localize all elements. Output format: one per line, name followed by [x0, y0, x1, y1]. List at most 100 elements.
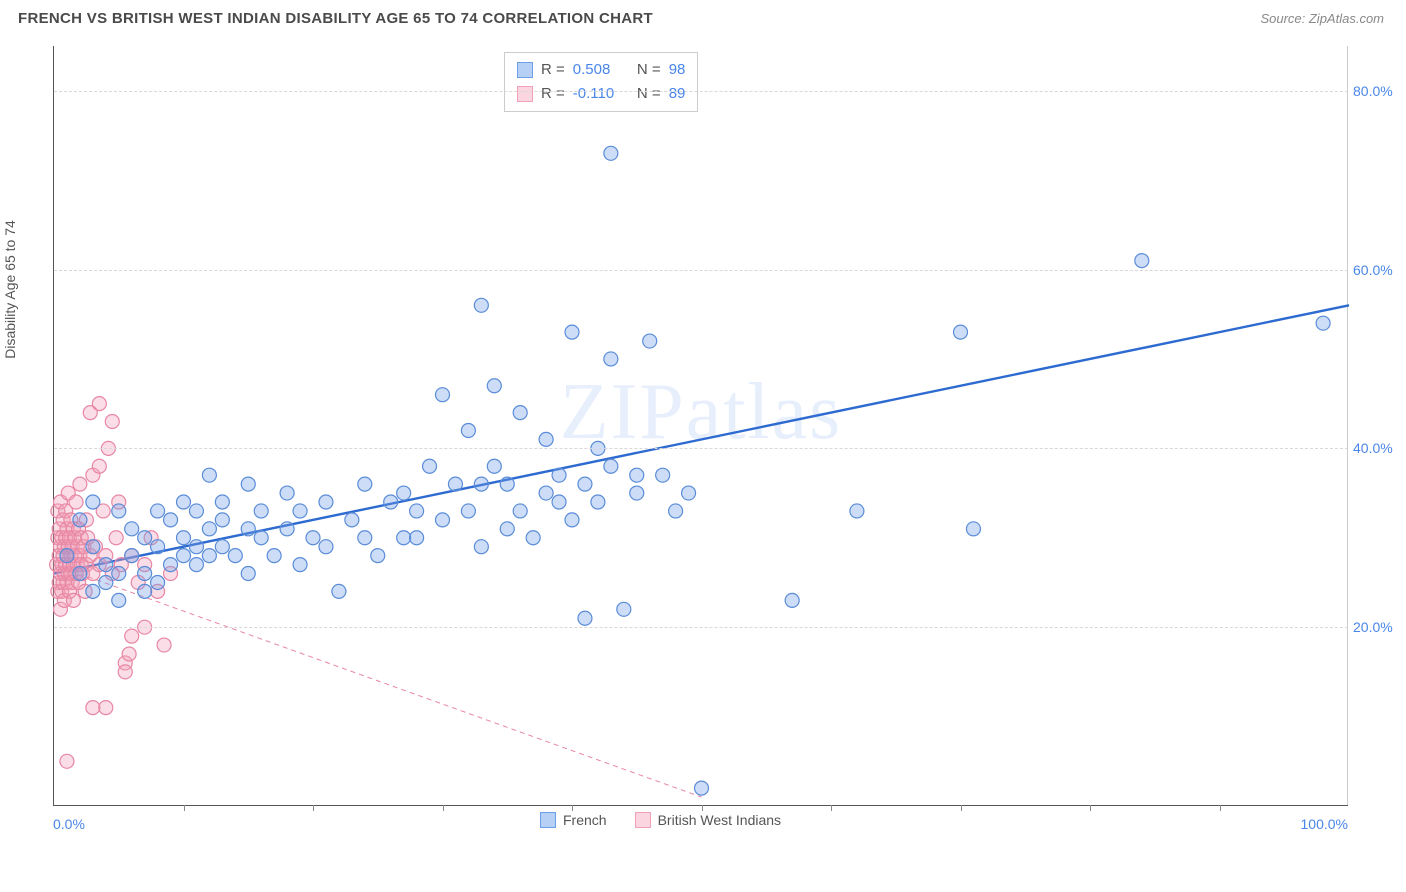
stats-swatch [517, 86, 533, 102]
data-point [539, 486, 553, 500]
data-point [643, 334, 657, 348]
data-point [86, 495, 100, 509]
data-point [319, 540, 333, 554]
data-point [215, 495, 229, 509]
data-point [157, 638, 171, 652]
data-point [578, 611, 592, 625]
x-axis-max-label: 100.0% [1301, 816, 1348, 832]
data-point [293, 504, 307, 518]
data-point [99, 575, 113, 589]
data-point [500, 477, 514, 491]
stats-n-label: N = [633, 82, 661, 106]
data-point [630, 468, 644, 482]
data-point [656, 468, 670, 482]
data-point [591, 495, 605, 509]
x-tick [1090, 805, 1091, 811]
x-tick [831, 805, 832, 811]
data-point [397, 486, 411, 500]
x-tick [702, 805, 703, 811]
data-point [306, 531, 320, 545]
data-point [202, 549, 216, 563]
data-point [151, 540, 165, 554]
data-point [66, 593, 80, 607]
data-point [267, 549, 281, 563]
chart-header: FRENCH VS BRITISH WEST INDIAN DISABILITY… [0, 0, 1406, 35]
data-point [254, 531, 268, 545]
data-point [371, 549, 385, 563]
data-point [202, 468, 216, 482]
data-point [436, 513, 450, 527]
data-point [1316, 316, 1330, 330]
x-tick [572, 805, 573, 811]
grid-line [54, 270, 1348, 271]
data-point [112, 504, 126, 518]
data-point [138, 584, 152, 598]
data-point [487, 459, 501, 473]
data-point [1135, 254, 1149, 268]
data-point [397, 531, 411, 545]
data-point [254, 504, 268, 518]
chart-source: Source: ZipAtlas.com [1260, 11, 1384, 26]
data-point [345, 513, 359, 527]
data-point [112, 593, 126, 607]
data-point [241, 567, 255, 581]
legend-swatch [540, 812, 556, 828]
trend-line [54, 565, 702, 797]
data-point [125, 629, 139, 643]
data-point [118, 665, 132, 679]
data-point [151, 575, 165, 589]
legend-label: British West Indians [658, 812, 781, 828]
data-point [319, 495, 333, 509]
data-point [164, 513, 178, 527]
data-point [138, 531, 152, 545]
x-tick [443, 805, 444, 811]
data-point [410, 504, 424, 518]
correlation-stats-box: R = 0.508 N = 98R =-0.110 N =89 [504, 52, 698, 112]
x-tick [184, 805, 185, 811]
scatter-plot-svg [54, 46, 1348, 805]
y-tick-label: 60.0% [1353, 262, 1406, 278]
stats-row: R =-0.110 N =89 [517, 82, 685, 106]
data-point [785, 593, 799, 607]
data-point [92, 459, 106, 473]
data-point [695, 781, 709, 795]
data-point [73, 567, 87, 581]
data-point [202, 522, 216, 536]
data-point [461, 423, 475, 437]
legend-label: French [563, 812, 607, 828]
stats-n-label: N = [633, 58, 661, 82]
data-point [578, 477, 592, 491]
data-point [189, 540, 203, 554]
data-point [86, 584, 100, 598]
stats-r-label: R = [541, 82, 565, 106]
data-point [539, 432, 553, 446]
data-point [228, 549, 242, 563]
data-point [177, 531, 191, 545]
data-point [189, 504, 203, 518]
data-point [280, 522, 294, 536]
data-point [122, 647, 136, 661]
data-point [682, 486, 696, 500]
data-point [92, 397, 106, 411]
data-point [177, 495, 191, 509]
data-point [358, 477, 372, 491]
chart-plot-area: ZIPatlas R =0.508 N =98R =-0.110 N =89 2… [53, 46, 1348, 806]
stats-n-value: 98 [669, 58, 686, 82]
legend-swatch [635, 812, 651, 828]
stats-r-value: 0.508 [573, 58, 625, 82]
x-axis-min-label: 0.0% [53, 816, 85, 832]
x-tick [961, 805, 962, 811]
data-point [513, 406, 527, 420]
data-point [215, 540, 229, 554]
data-point [151, 504, 165, 518]
legend-item: French [540, 812, 607, 828]
data-point [474, 477, 488, 491]
data-point [109, 531, 123, 545]
data-point [954, 325, 968, 339]
data-point [565, 325, 579, 339]
data-point [604, 146, 618, 160]
data-point [293, 558, 307, 572]
data-point [332, 584, 346, 598]
data-point [99, 558, 113, 572]
data-point [850, 504, 864, 518]
